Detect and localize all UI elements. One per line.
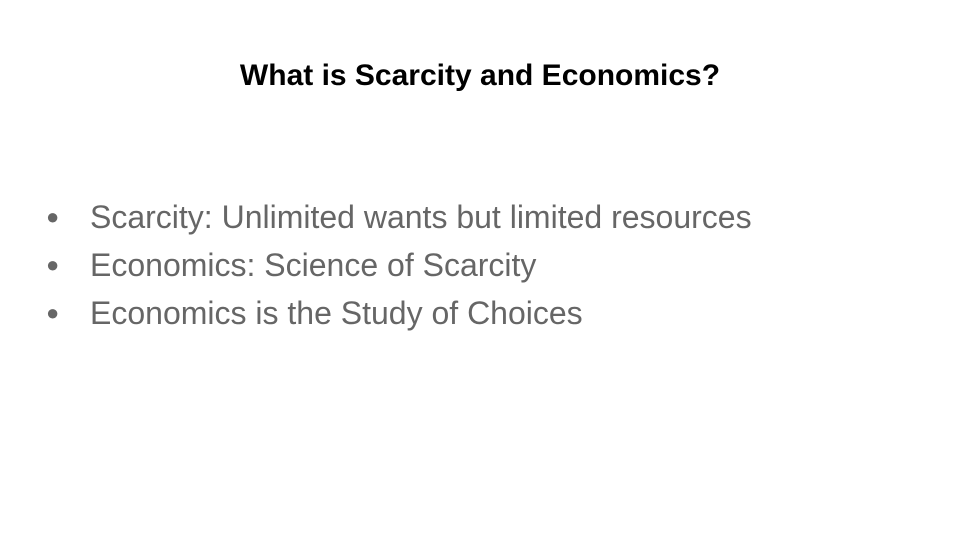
slide-title: What is Scarcity and Economics? [239, 59, 721, 92]
bullet-icon: ● [46, 300, 60, 325]
bullet-text: Economics: Science of Scarcity [90, 247, 537, 283]
bullet-text: Scarcity: Unlimited wants but limited re… [90, 199, 752, 235]
list-item: ● Economics: Science of Scarcity [46, 241, 926, 289]
bullet-text: Economics is the Study of Choices [90, 295, 583, 331]
bullet-icon: ● [46, 252, 60, 277]
list-item: ● Economics is the Study of Choices [46, 289, 926, 337]
bullet-list: ● Scarcity: Unlimited wants but limited … [46, 193, 926, 337]
bullet-icon: ● [46, 204, 60, 229]
list-item: ● Scarcity: Unlimited wants but limited … [46, 193, 926, 241]
